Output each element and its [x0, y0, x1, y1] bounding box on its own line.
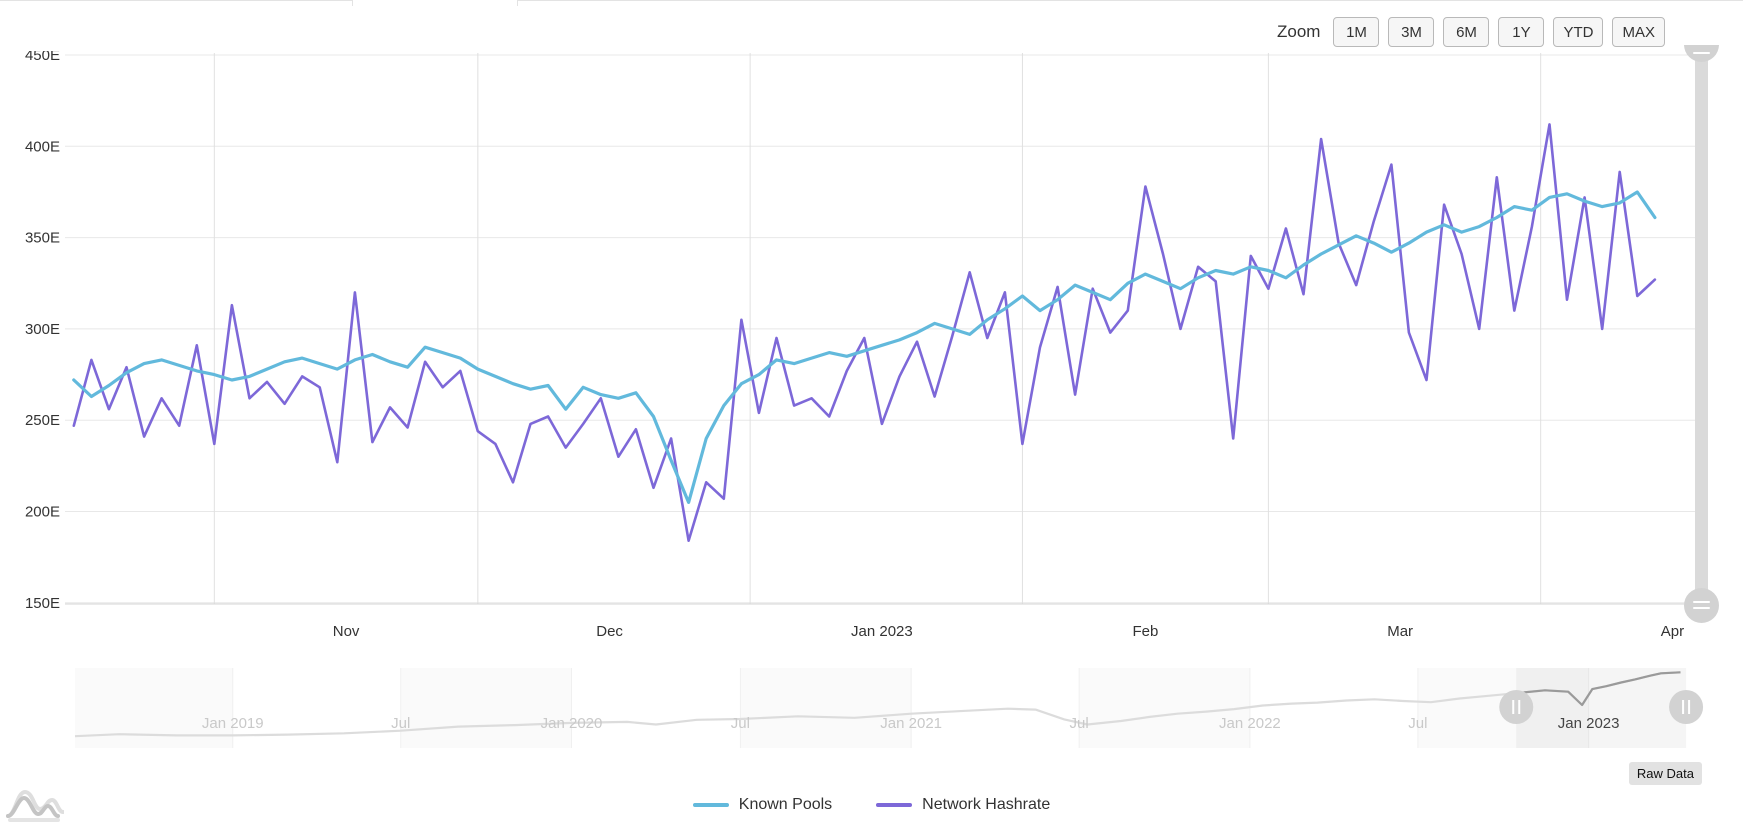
navigator-tick-label: Jul [1070, 715, 1089, 732]
y-axis-tick-label: 150E [25, 595, 60, 612]
x-axis-tick-label: Jan 2023 [851, 623, 913, 640]
zoom-button-1m[interactable]: 1M [1333, 17, 1380, 47]
navigator-right-handle[interactable] [1669, 690, 1704, 724]
tab-strip-border-left [0, 0, 352, 1]
navigator-tick-label: Jan 2023 [1558, 715, 1620, 732]
y-axis-tick-label: 250E [25, 412, 60, 429]
navigator-tick-label: Jan 2020 [541, 715, 603, 732]
y-axis-tick-label: 300E [25, 321, 60, 338]
series-known-pools[interactable] [72, 190, 1657, 504]
range-navigator[interactable]: Jan 2019 Jul Jan 2020 Jul Jan 2021 Jul Jan 202… [0, 665, 1743, 755]
main-chart[interactable]: 450E 400E 350E 300E 250E 200E 150E Nov Dec Jan 20… [0, 51, 1743, 650]
x-axis-tick-label: Nov [333, 623, 360, 640]
legend-item-network-hashrate[interactable]: Network Hashrate [876, 796, 1050, 814]
tab-strip-border-right [518, 0, 1743, 1]
x-axis-tick-label: Feb [1132, 623, 1158, 640]
y-axis-tick-label: 200E [25, 504, 60, 521]
tab-strip-edge [352, 0, 353, 6]
navigator-tick-label: Jan 2022 [1219, 715, 1281, 732]
x-axis-tick-label: Apr [1661, 623, 1684, 640]
navigator-tick-label: Jan 2019 [202, 715, 264, 732]
legend-swatch [692, 803, 729, 807]
navigator-tick-label: Jul [731, 715, 750, 732]
navigator-tick-label: Jan 2021 [880, 715, 942, 732]
zoom-button-6m[interactable]: 6M [1443, 17, 1490, 47]
zoom-bar: Zoom 1M 3M 6M 1Y YTD MAX [1277, 17, 1665, 47]
zoom-button-ytd[interactable]: YTD [1553, 17, 1604, 47]
navigator-selected-range[interactable] [1516, 668, 1687, 748]
navigator-band [740, 668, 912, 748]
legend-item-known-pools[interactable]: Known Pools [692, 796, 833, 814]
amcharts-logo[interactable] [6, 776, 64, 826]
navigator-tick-label: Jul [1408, 715, 1427, 732]
navigator-band [1079, 668, 1250, 748]
zoom-button-max[interactable]: MAX [1612, 17, 1665, 47]
legend-swatch [876, 803, 913, 807]
navigator-tick-label: Jul [391, 715, 410, 732]
chart-legend: Known Pools Network Hashrate [0, 796, 1743, 814]
x-axis-tick-label: Mar [1387, 623, 1413, 640]
y-axis-tick-label: 350E [25, 230, 60, 247]
raw-data-button[interactable]: Raw Data [1628, 762, 1702, 785]
zoom-button-1y[interactable]: 1Y [1498, 17, 1545, 47]
legend-label: Known Pools [738, 796, 833, 813]
series-network-hashrate[interactable] [72, 123, 1657, 542]
zoom-button-3m[interactable]: 3M [1388, 17, 1435, 47]
y-axis-tick-label: 450E [25, 51, 60, 64]
legend-label: Network Hashrate [922, 796, 1051, 813]
navigator-left-handle[interactable] [1499, 690, 1534, 724]
navigator-band [400, 668, 572, 748]
y-axis-tick-label: 400E [25, 138, 60, 155]
tab-strip-edge [517, 0, 518, 6]
zoom-bar-label: Zoom [1277, 22, 1321, 41]
navigator-series-selected [1516, 671, 1681, 707]
x-axis-tick-label: Dec [596, 623, 623, 640]
